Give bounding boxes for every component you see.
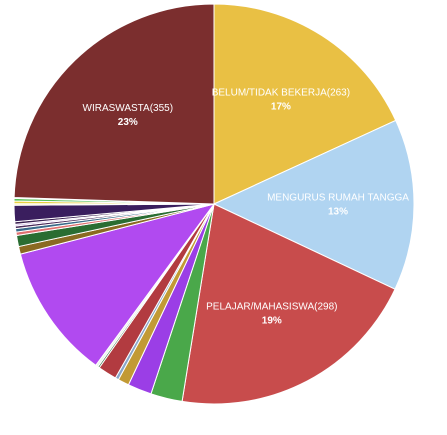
pie-slice-label-0: BELUM/TIDAK BEKERJA(263)	[212, 88, 350, 99]
pie-slices	[13, 3, 415, 405]
pie-slice-percent-23: 23%	[118, 117, 138, 128]
pie-slice-0[interactable]	[213, 3, 397, 205]
pie-slice-1[interactable]	[212, 119, 415, 290]
pie-slice-23[interactable]	[13, 3, 215, 205]
pie-slice-label-23: WIRASWASTA(355)	[83, 103, 174, 114]
pie-slice-2[interactable]	[181, 203, 396, 405]
pie-slice-percent-0: 17%	[271, 102, 291, 113]
pie-slice-percent-1: 13%	[328, 207, 348, 218]
pie-labels: BELUM/TIDAK BEKERJA(263) 17% MENGURUS RUMA…	[83, 88, 410, 327]
pie-slice-label-1: MENGURUS RUMAH TANGGA	[267, 193, 409, 204]
pie-slice-10[interactable]	[19, 203, 216, 366]
pie-slice-label-2: PELAJAR/MAHASISWA(298)	[206, 302, 337, 313]
pie-slice-percent-2: 19%	[262, 316, 282, 327]
